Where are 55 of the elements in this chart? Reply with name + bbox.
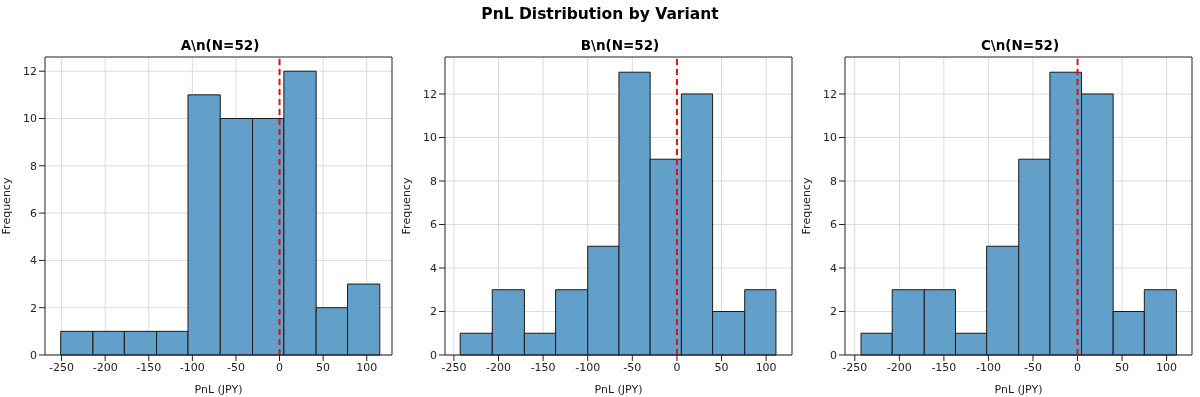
y-tick-label: 8 xyxy=(430,174,437,188)
y-tick-label: 6 xyxy=(830,218,837,232)
x-tick-label: 50 xyxy=(316,360,331,374)
y-tick-label: 0 xyxy=(30,348,37,362)
y-axis-title: Frequency xyxy=(399,177,413,235)
x-tick-label: 50 xyxy=(714,360,729,374)
x-tick-label: -200 xyxy=(486,360,512,374)
y-tick-label: 2 xyxy=(430,305,437,319)
x-tick-label: -250 xyxy=(842,360,868,374)
y-tick-label: 0 xyxy=(430,348,437,362)
x-tick-label: -100 xyxy=(575,360,601,374)
x-tick-label: 100 xyxy=(356,360,378,374)
chart-title: C\n(N=52) xyxy=(979,37,1061,53)
x-tick-label: -200 xyxy=(886,360,912,374)
y-axis-title: Frequency xyxy=(0,177,13,235)
x-tick-label: 100 xyxy=(755,360,777,374)
x-tick-label: -50 xyxy=(1023,360,1042,374)
x-tick-label: 50 xyxy=(1115,360,1130,374)
y-tick-label: 6 xyxy=(430,218,437,232)
x-axis-title: PnL (JPY) xyxy=(594,383,643,396)
y-tick-label: 10 xyxy=(823,131,837,145)
y-tick-label: 10 xyxy=(23,112,37,126)
y-axis-title: Frequency xyxy=(799,177,813,235)
x-tick-label: -150 xyxy=(931,360,957,374)
y-tick-label: 4 xyxy=(830,261,837,275)
y-tick-label: 12 xyxy=(23,65,37,79)
y-tick-label: 4 xyxy=(430,261,437,275)
y-tick-label: 2 xyxy=(830,305,837,319)
x-tick-label: 0 xyxy=(276,360,284,374)
x-tick-label: -100 xyxy=(179,360,205,374)
y-tick-label: 4 xyxy=(30,254,37,268)
y-tick-label: 10 xyxy=(423,131,437,145)
x-tick-label: 100 xyxy=(1156,360,1178,374)
x-tick-label: -200 xyxy=(92,360,118,374)
x-tick-label: -250 xyxy=(441,360,467,374)
x-axis-title: PnL (JPY) xyxy=(194,383,243,396)
y-tick-label: 8 xyxy=(830,174,837,188)
text: PnL Distribution by Variant xyxy=(480,5,720,23)
y-tick-label: 8 xyxy=(30,159,37,173)
x-tick-label: -150 xyxy=(136,360,162,374)
x-tick-label: -50 xyxy=(623,360,642,374)
x-tick-label: -150 xyxy=(530,360,556,374)
x-tick-label: 0 xyxy=(1074,360,1082,374)
x-tick-label: -100 xyxy=(975,360,1001,374)
x-tick-label: -250 xyxy=(49,360,75,374)
chart-title: A\n(N=52) xyxy=(179,37,261,53)
x-axis-title: PnL (JPY) xyxy=(994,383,1043,396)
y-tick-label: 0 xyxy=(830,348,837,362)
y-tick-label: 2 xyxy=(30,301,37,315)
y-tick-label: 6 xyxy=(30,207,37,220)
chart-title: B\n(N=52) xyxy=(579,37,661,53)
y-tick-label: 12 xyxy=(823,87,837,101)
x-tick-label: -50 xyxy=(226,360,245,374)
x-tick-label: 0 xyxy=(673,360,681,374)
y-tick-label: 12 xyxy=(423,87,437,101)
